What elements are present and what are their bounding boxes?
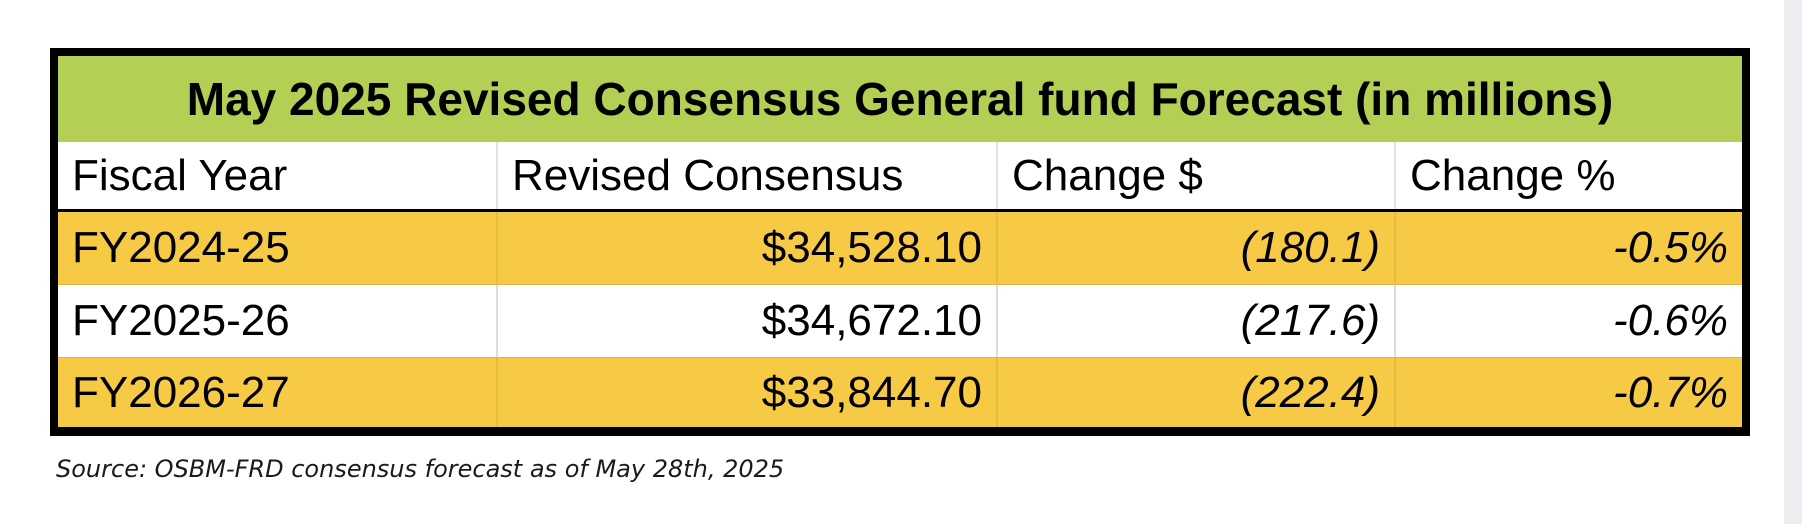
- forecast-table: May 2025 Revised Consensus General fund …: [50, 48, 1750, 436]
- fiscal-year-cell: FY2025-26: [58, 285, 498, 357]
- header-change-percent: Change %: [1410, 150, 1616, 200]
- change-percent-cell: -0.5%: [1613, 223, 1728, 272]
- page-edge: [1784, 0, 1802, 524]
- table-row: FY2026-27 $33,844.70 (222.4) -0.7%: [58, 358, 1742, 427]
- change-percent-cell: -0.6%: [1613, 296, 1728, 345]
- fiscal-year-cell: FY2024-25: [58, 212, 498, 284]
- table-title: May 2025 Revised Consensus General fund …: [58, 56, 1742, 142]
- source-note: Source: OSBM-FRD consensus forecast as o…: [56, 455, 785, 483]
- table-row: FY2024-25 $34,528.10 (180.1) -0.5%: [58, 212, 1742, 285]
- fiscal-year-cell: FY2026-27: [58, 358, 498, 427]
- change-dollars-cell: (217.6): [998, 285, 1396, 357]
- header-fiscal-year: Fiscal Year: [58, 142, 498, 209]
- revised-consensus-cell: $34,672.10: [498, 285, 998, 357]
- change-dollars-cell: (180.1): [998, 212, 1396, 284]
- revised-consensus-cell: $33,844.70: [498, 358, 998, 427]
- header-change-dollars: Change $: [998, 142, 1396, 209]
- change-dollars-cell: (222.4): [998, 358, 1396, 427]
- header-revised-consensus: Revised Consensus: [498, 142, 998, 209]
- revised-consensus-cell: $34,528.10: [498, 212, 998, 284]
- header-row: Fiscal Year Revised Consensus Change $ C…: [58, 142, 1742, 212]
- change-percent-cell: -0.7%: [1613, 367, 1728, 417]
- table-row: FY2025-26 $34,672.10 (217.6) -0.6%: [58, 285, 1742, 358]
